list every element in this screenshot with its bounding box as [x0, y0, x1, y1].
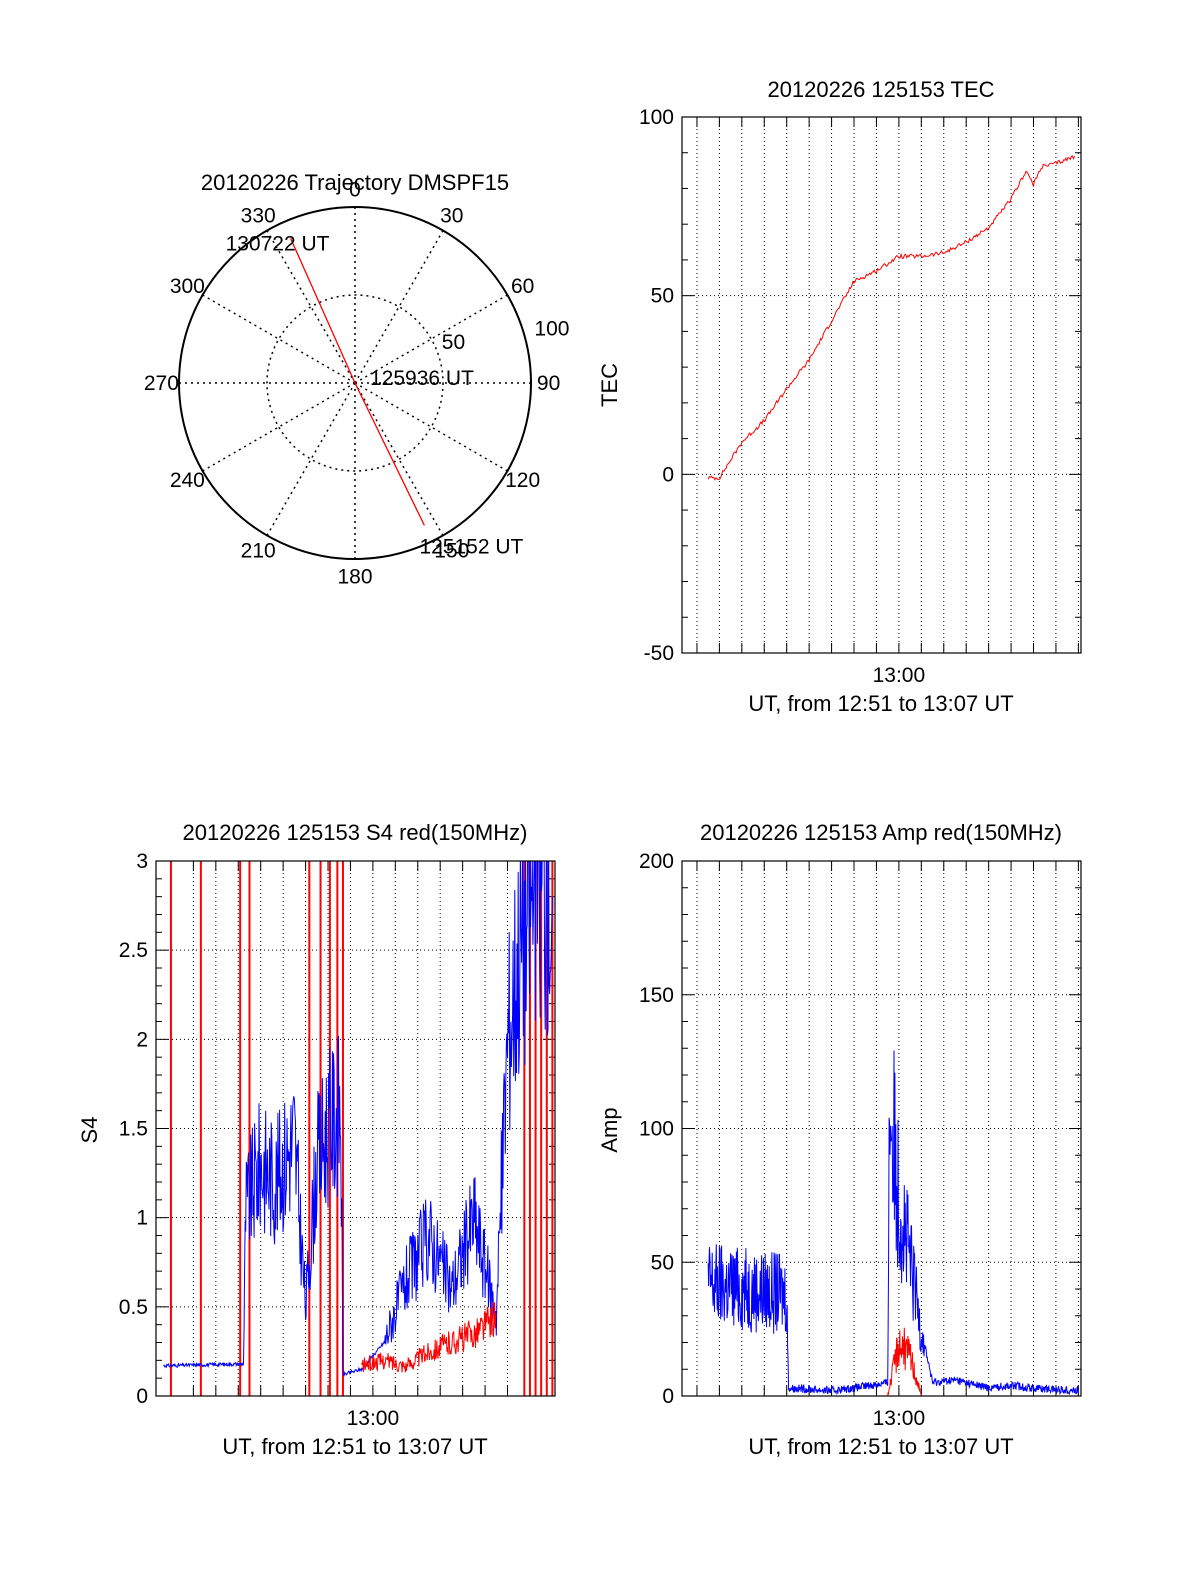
x-tick-label: 13:00 — [873, 664, 926, 687]
y-tick-label: 150 — [639, 984, 674, 1007]
trajectory-time-label: 130722 UT — [226, 232, 330, 255]
plot-frame — [681, 860, 1082, 1397]
series-line-blue — [163, 861, 553, 1377]
y-tick-label: 0 — [662, 1385, 674, 1408]
y-tick-label: 0.5 — [119, 1296, 148, 1319]
x-tick-label: 13:00 — [347, 1407, 400, 1430]
series-line-red — [708, 1327, 1079, 1396]
polar-angle-label: 330 — [241, 204, 276, 227]
amp-title: 20120226 125153 Amp red(150MHz) — [700, 820, 1062, 845]
polar-radial-label: 50 — [442, 331, 465, 354]
series-line-red — [707, 155, 1076, 481]
polar-grid-spoke — [266, 382, 356, 536]
trajectory-line — [290, 238, 425, 526]
polar-angle-label: 300 — [170, 275, 205, 298]
amp-plot: 20120226 125153 Amp red(150MHz) UT, from… — [597, 820, 1082, 1459]
tec-ylabel: TEC — [597, 363, 622, 407]
polar-angle-label: 60 — [511, 275, 534, 298]
polar-angle-label: 180 — [337, 566, 372, 589]
polar-angle-label: 150 — [434, 540, 469, 563]
s4-title: 20120226 125153 S4 red(150MHz) — [183, 820, 528, 845]
trajectory-time-label: 125152 UT — [419, 535, 523, 558]
series-line-blue — [707, 1050, 1079, 1396]
x-tick-label: 13:00 — [873, 1407, 926, 1430]
plot-area — [707, 1050, 1079, 1396]
tec-xlabel: UT, from 12:51 to 13:07 UT — [748, 691, 1013, 716]
y-tick-label: 1.5 — [119, 1118, 148, 1141]
y-tick-label: 1 — [136, 1207, 148, 1230]
plot-area — [163, 861, 554, 1396]
polar-angle-label: 30 — [440, 204, 463, 227]
y-tick-label: -50 — [644, 642, 674, 665]
polar-angle-label: 0 — [349, 178, 361, 201]
plot-frame — [155, 860, 556, 1397]
s4-plot: 20120226 125153 S4 red(150MHz) UT, from … — [77, 820, 556, 1459]
trajectory-time-label: 125936 UT — [370, 367, 474, 390]
polar-grid-spoke — [202, 294, 356, 384]
amp-ylabel: Amp — [597, 1107, 622, 1152]
polar-title: 20120226 Trajectory DMSPF15 — [201, 170, 509, 195]
polar-angle-label: 90 — [537, 372, 560, 395]
polar-trajectory-plot: 20120226 Trajectory DMSPF15 0 30 60 90 120 15… — [144, 170, 570, 589]
s4-ylabel: S4 — [77, 1117, 102, 1144]
tec-title: 20120226 125153 TEC — [767, 77, 994, 102]
series-line-red — [361, 1301, 497, 1373]
polar-grid-ring — [266, 294, 444, 472]
polar-angle-label: 210 — [241, 540, 276, 563]
polar-angle-label: 270 — [144, 372, 179, 395]
polar-radial-label: 100 — [534, 317, 569, 340]
y-tick-label: 2.5 — [119, 939, 148, 962]
polar-grid-spoke — [354, 382, 508, 472]
y-tick-label: 200 — [639, 850, 674, 873]
plot-frame — [681, 116, 1082, 654]
plot-area — [707, 155, 1076, 481]
s4-xlabel: UT, from 12:51 to 13:07 UT — [222, 1434, 487, 1459]
polar-angle-label: 240 — [170, 469, 205, 492]
polar-grid-spoke — [354, 230, 444, 384]
polar-angle-label: 120 — [505, 469, 540, 492]
y-tick-label: 50 — [651, 1251, 674, 1274]
y-tick-label: 0 — [136, 1385, 148, 1408]
tec-plot: 20120226 125153 TEC UT, from 12:51 to 13… — [597, 77, 1082, 716]
y-tick-label: 2 — [136, 1028, 148, 1051]
y-tick-label: 100 — [639, 106, 674, 129]
y-tick-label: 100 — [639, 1118, 674, 1141]
y-tick-label: 50 — [651, 285, 674, 308]
y-tick-label: 0 — [662, 463, 674, 486]
y-tick-label: 3 — [136, 850, 148, 873]
amp-xlabel: UT, from 12:51 to 13:07 UT — [748, 1434, 1013, 1459]
